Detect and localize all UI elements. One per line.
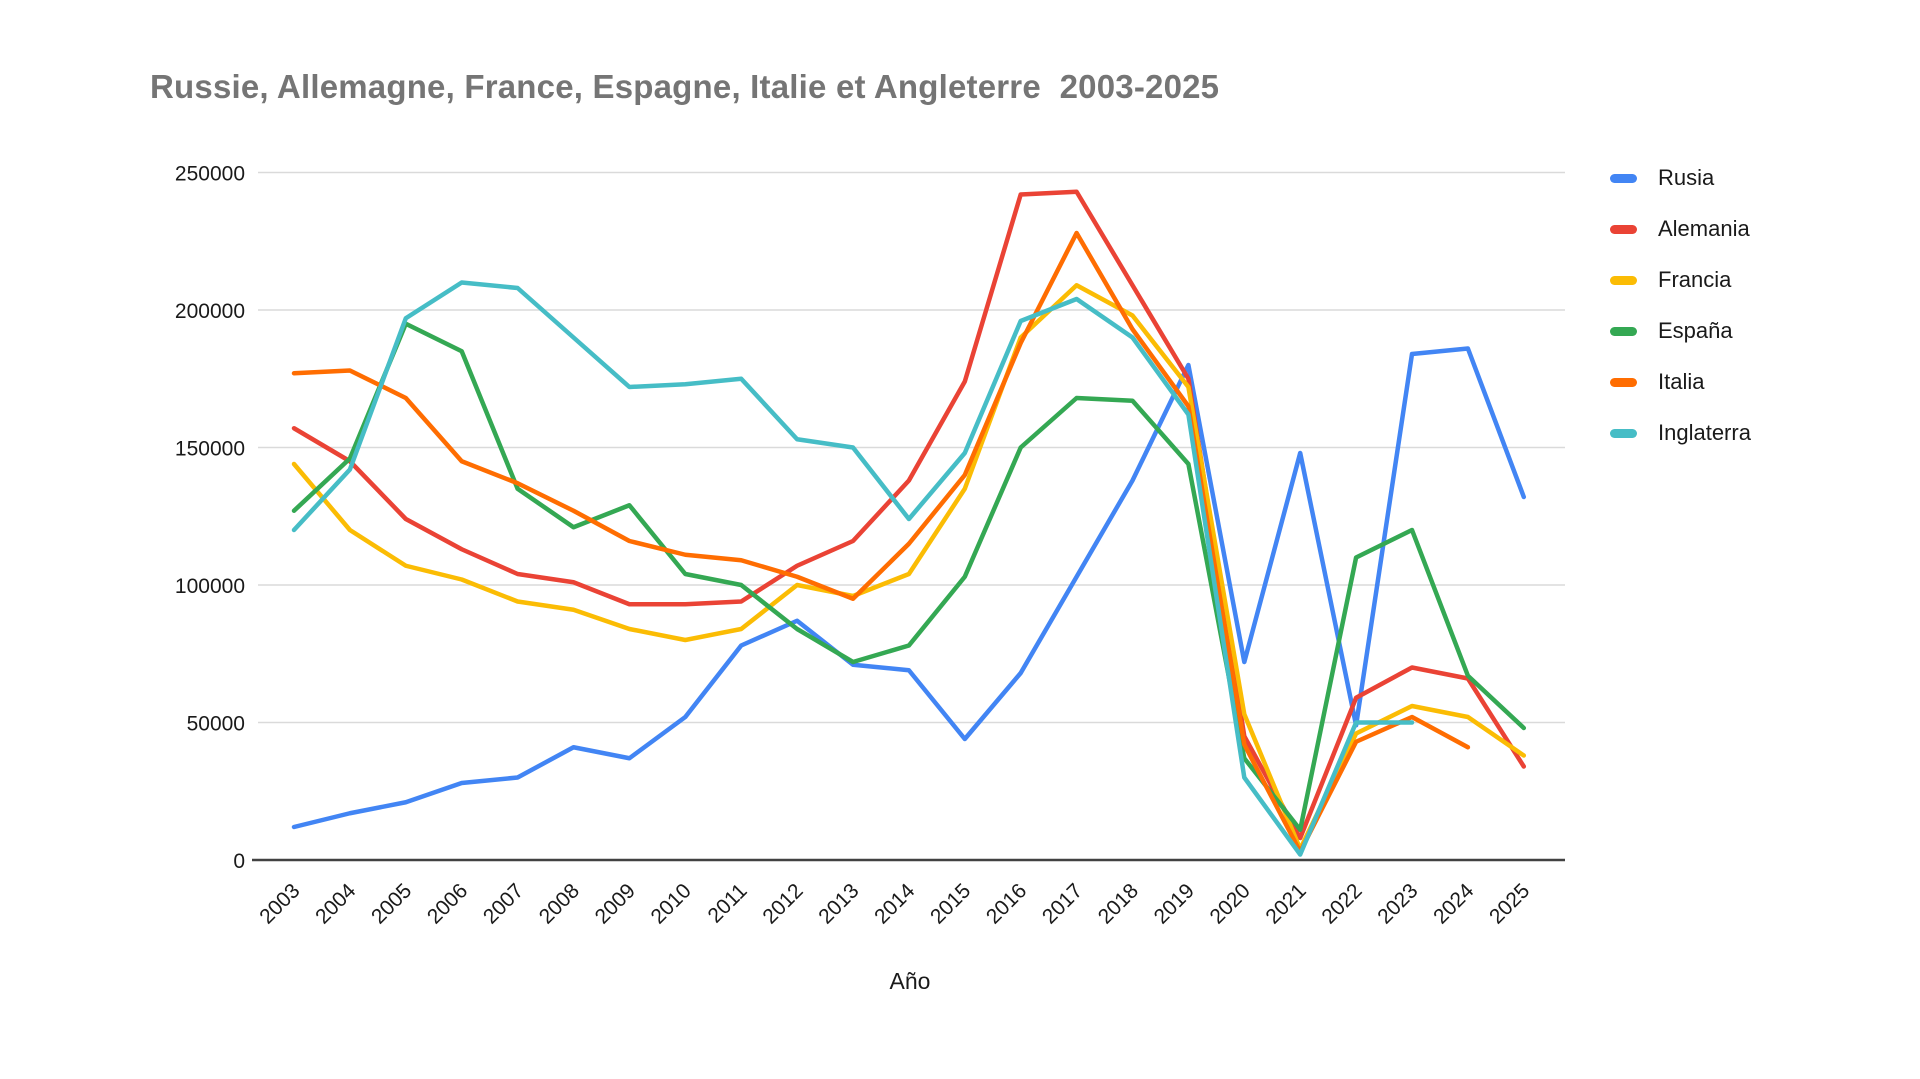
legend-label-Rusia: Rusia: [1658, 165, 1715, 190]
x-tick-label-2008: 2008: [535, 879, 584, 928]
x-tick-label-2003: 2003: [255, 879, 304, 928]
legend-marker-Italia: [1610, 377, 1637, 387]
legend-item-Rusia: Rusia: [1610, 165, 1900, 190]
y-tick-label-200000: 200000: [175, 300, 245, 323]
legend-marker-Alemania: [1610, 224, 1637, 234]
y-tick-label-50000: 50000: [187, 713, 245, 736]
y-tick-label-100000: 100000: [175, 575, 245, 598]
legend-label-Francia: Francia: [1658, 267, 1732, 292]
legend-label-Italia: Italia: [1658, 369, 1705, 394]
legend-marker-Inglaterra: [1610, 428, 1637, 438]
legend-label-Inglaterra: Inglaterra: [1658, 420, 1751, 445]
x-tick-label-2005: 2005: [367, 879, 416, 928]
x-tick-label-2025: 2025: [1485, 879, 1534, 928]
x-tick-label-2012: 2012: [758, 879, 807, 928]
chart-title: Russie, Allemagne, France, Espagne, Ital…: [150, 68, 1220, 105]
legend-item-Alemania: Alemania: [1610, 216, 1900, 241]
x-tick-label-2004: 2004: [311, 879, 361, 929]
legend-marker-España: [1610, 326, 1637, 336]
x-tick-label-2009: 2009: [591, 879, 640, 928]
x-tick-label-2019: 2019: [1150, 879, 1199, 928]
series-line-Rusia: [291, 346, 1527, 830]
legend-item-Francia: Francia: [1610, 267, 1900, 292]
y-tick-label-250000: 250000: [175, 163, 245, 186]
x-tick-label-2022: 2022: [1317, 879, 1366, 928]
x-tick-label-2017: 2017: [1038, 879, 1087, 928]
legend-item-España: España: [1610, 318, 1900, 343]
x-tick-label-2016: 2016: [982, 879, 1031, 928]
x-tick-label-2011: 2011: [704, 879, 752, 927]
series-line-Inglaterra: [291, 280, 1415, 857]
x-tick-label-2024: 2024: [1429, 879, 1479, 929]
x-tick-label-2014: 2014: [870, 879, 920, 929]
series-line-España: [291, 321, 1527, 832]
x-tick-label-2013: 2013: [814, 879, 863, 928]
chart-legend: Rusia Alemania Francia España Italia Inglater…: [1610, 165, 1900, 472]
x-tick-label-2020: 2020: [1206, 879, 1255, 928]
x-tick-label-2015: 2015: [926, 879, 975, 928]
x-tick-label-2010: 2010: [647, 879, 696, 928]
y-tick-label-0: 0: [233, 850, 245, 873]
x-axis-title: Año: [889, 968, 931, 994]
series-line-Alemania: [291, 189, 1527, 841]
legend-marker-Rusia: [1610, 173, 1637, 183]
x-tick-label-2007: 2007: [479, 879, 528, 928]
x-tick-label-2023: 2023: [1373, 879, 1422, 928]
legend-label-España: España: [1658, 318, 1733, 343]
legend-label-Alemania: Alemania: [1658, 216, 1750, 241]
x-tick-label-2006: 2006: [423, 879, 472, 928]
legend-marker-Francia: [1610, 275, 1637, 285]
series-line-Italia: [291, 230, 1471, 854]
x-tick-label-2021: 2021: [1261, 879, 1310, 928]
legend-item-Inglaterra: Inglaterra: [1610, 420, 1900, 445]
x-tick-label-2018: 2018: [1094, 879, 1143, 928]
y-tick-label-150000: 150000: [175, 438, 245, 461]
legend-item-Italia: Italia: [1610, 369, 1900, 394]
